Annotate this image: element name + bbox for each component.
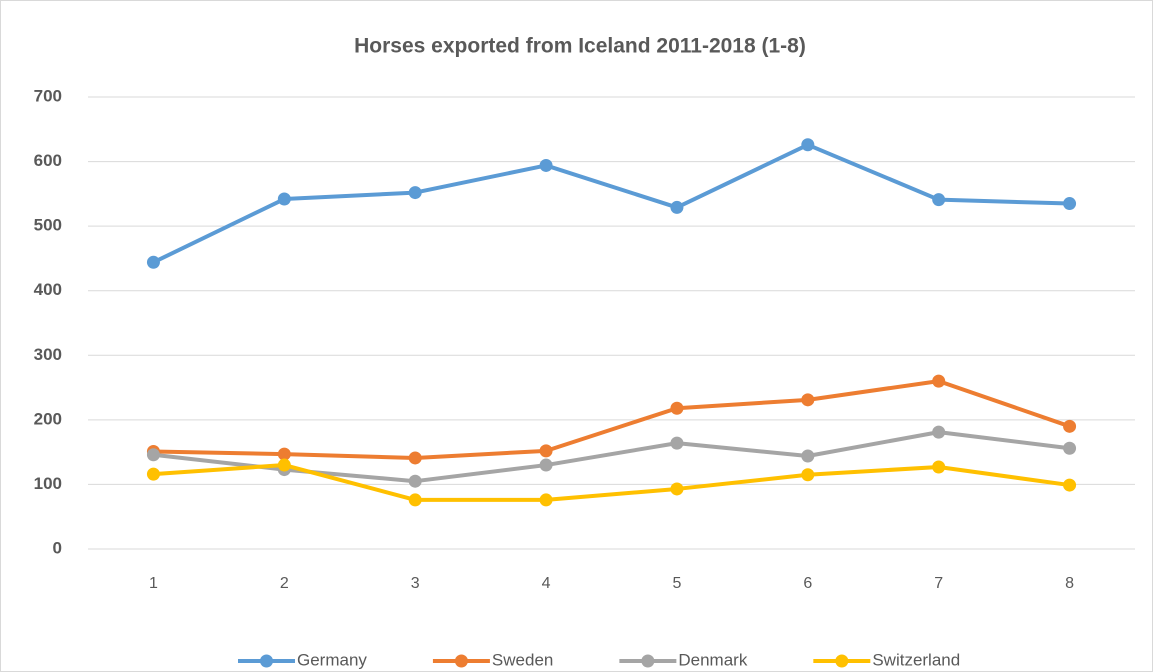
data-point [932, 374, 946, 388]
y-tick-label: 100 [34, 474, 62, 493]
data-point [801, 393, 815, 407]
data-point [408, 451, 422, 465]
data-point [1063, 419, 1077, 433]
data-point [1063, 478, 1077, 492]
data-point [408, 186, 422, 200]
y-tick-label: 500 [34, 216, 62, 235]
chart-title: Horses exported from Iceland 2011-2018 (… [354, 35, 806, 58]
data-point [539, 444, 553, 458]
series-line [153, 463, 1070, 502]
x-tick-label: 8 [1065, 575, 1074, 592]
y-tick-label: 300 [34, 345, 62, 364]
x-tick-label: 4 [542, 575, 551, 592]
data-point [408, 493, 422, 507]
data-point [146, 255, 160, 269]
series-line [152, 142, 1070, 265]
legend-label: Denmark [678, 650, 747, 669]
data-point [932, 425, 946, 439]
data-point [408, 474, 422, 488]
data-point [539, 158, 553, 172]
data-point [539, 493, 553, 507]
x-tick-label: 6 [803, 575, 812, 592]
data-point [277, 458, 291, 472]
legend-marker [835, 654, 849, 668]
data-point [146, 448, 160, 462]
y-tick-label: 700 [34, 86, 62, 105]
data-point [670, 200, 684, 214]
x-tick-label: 5 [672, 575, 681, 592]
data-point [1063, 441, 1077, 455]
y-tick-label: 400 [34, 280, 62, 299]
data-point [670, 436, 684, 450]
data-point [932, 460, 946, 474]
data-point [801, 468, 815, 482]
x-tick-label: 3 [411, 575, 420, 592]
data-point [277, 192, 291, 206]
data-point [801, 138, 815, 152]
legend-label: Switzerland [872, 650, 960, 669]
data-point [670, 482, 684, 496]
y-tick-label: 200 [34, 409, 62, 428]
series-line [153, 379, 1071, 460]
y-tick-label: 0 [53, 538, 62, 557]
x-tick-label: 2 [280, 575, 289, 592]
x-tick-label: 7 [934, 575, 943, 592]
data-point [932, 193, 946, 207]
data-point [277, 447, 291, 461]
legend-marker [641, 654, 655, 668]
data-point [670, 401, 684, 415]
legend-marker [260, 654, 273, 668]
data-point [801, 449, 815, 463]
data-point [539, 458, 553, 472]
legend-label: Germany [297, 650, 367, 669]
data-point [1063, 197, 1077, 211]
legend-marker [454, 654, 468, 668]
x-tick-label: 1 [149, 575, 158, 592]
y-tick-label: 600 [34, 151, 62, 170]
data-point [146, 467, 160, 481]
legend-label: Sweden [492, 650, 553, 669]
